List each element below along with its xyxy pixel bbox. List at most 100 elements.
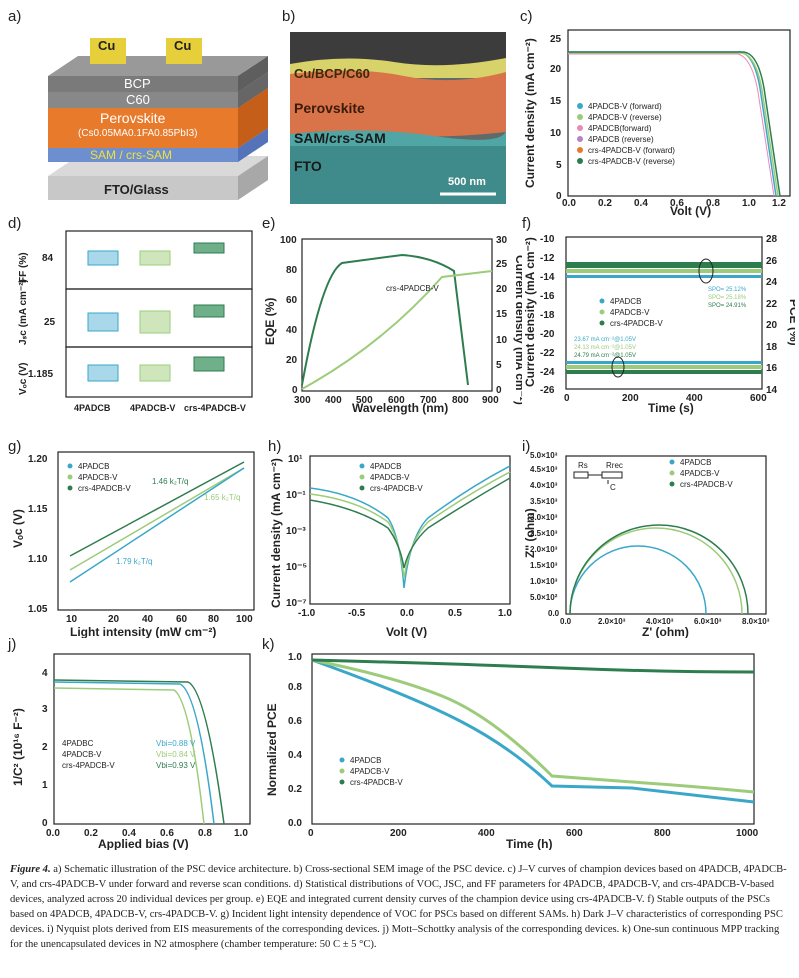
cu-label-1: Cu xyxy=(98,38,116,53)
svg-text:PCE (%): PCE (%) xyxy=(787,299,795,346)
svg-text:Z'' (ohm): Z'' (ohm) xyxy=(523,508,537,558)
sem-label-top: Cu/BCP/C60 xyxy=(294,66,370,81)
svg-text:SPO= 24.91%: SPO= 24.91% xyxy=(708,303,747,309)
svg-text:4PADCB-V: 4PADCB-V xyxy=(610,308,650,317)
device-schematic xyxy=(48,38,268,200)
svg-text:4PADCB (reverse): 4PADCB (reverse) xyxy=(588,135,654,144)
svg-text:20: 20 xyxy=(766,320,778,331)
svg-text:2.0×10³: 2.0×10³ xyxy=(598,617,626,626)
svg-text:15: 15 xyxy=(496,309,508,320)
sem-label-fto: FTO xyxy=(294,158,322,174)
caption-text: a) Schematic illustration of the PSC dev… xyxy=(10,864,787,950)
svg-text:-14: -14 xyxy=(540,272,555,283)
svg-text:-16: -16 xyxy=(540,291,555,302)
svg-text:Light intensity (mW cm⁻²): Light intensity (mW cm⁻²) xyxy=(70,625,216,638)
sam-label: SAM / crs-SAM xyxy=(90,148,173,162)
svg-text:Z' (ohm): Z' (ohm) xyxy=(642,625,689,638)
svg-text:-1.0: -1.0 xyxy=(298,608,316,619)
svg-text:24.79 mA cm⁻²@1.05V: 24.79 mA cm⁻²@1.05V xyxy=(574,353,636,359)
svg-text:0: 0 xyxy=(308,828,314,839)
svg-text:1/C² (10¹⁶ F⁻²): 1/C² (10¹⁶ F⁻²) xyxy=(11,708,25,786)
sem-image xyxy=(290,32,506,204)
svg-text:3: 3 xyxy=(42,704,48,715)
svg-text:800: 800 xyxy=(452,395,469,406)
svg-text:26: 26 xyxy=(766,256,778,267)
svg-text:25: 25 xyxy=(44,317,56,328)
svg-text:Vbi=0.93 V: Vbi=0.93 V xyxy=(156,761,196,770)
svg-text:10⁻¹: 10⁻¹ xyxy=(286,490,306,501)
svg-text:28: 28 xyxy=(766,234,778,245)
caption-title: Figure 4. xyxy=(10,864,51,875)
nyquist-chart: 4PADCB 4PADCB-V crs-4PADCB-V Rs Rrec C Z… xyxy=(523,451,770,639)
panel-h: h) 4PADCB 4PADCB-V crs-4PADCB-V Volt (V)… xyxy=(268,438,518,639)
svg-text:700: 700 xyxy=(420,395,437,406)
svg-text:20: 20 xyxy=(286,355,298,366)
svg-text:2.5×10³: 2.5×10³ xyxy=(530,529,558,538)
svg-text:60: 60 xyxy=(286,295,298,306)
svg-text:40: 40 xyxy=(286,325,298,336)
svg-text:6.0×10³: 6.0×10³ xyxy=(694,617,722,626)
svg-text:10⁻⁷: 10⁻⁷ xyxy=(286,598,307,609)
svg-text:4PADCB: 4PADCB xyxy=(610,297,641,306)
y-ticks: 0 5 10 15 20 25 xyxy=(550,34,562,202)
svg-text:0.6: 0.6 xyxy=(288,716,302,727)
sem-label-perovskite: Perovskite xyxy=(294,100,365,116)
svg-text:EQE (%): EQE (%) xyxy=(263,298,277,345)
bcp-label: BCP xyxy=(124,76,151,91)
svg-text:16: 16 xyxy=(766,363,778,374)
panel-c: c) Volt (V) Current density (mA cm⁻²) 0.… xyxy=(520,8,795,218)
svg-text:0.0: 0.0 xyxy=(548,609,560,618)
svg-text:0.0: 0.0 xyxy=(288,818,302,829)
svg-text:crs-4PADCB-V: crs-4PADCB-V xyxy=(350,778,403,787)
svg-text:0.0: 0.0 xyxy=(400,608,414,619)
svg-text:23.67 mA cm⁻²@1.05V: 23.67 mA cm⁻²@1.05V xyxy=(574,337,636,343)
panel-label: h) xyxy=(268,438,282,455)
svg-text:0: 0 xyxy=(556,191,562,202)
svg-text:1.2: 1.2 xyxy=(772,198,786,209)
svg-text:84: 84 xyxy=(42,253,54,264)
svg-text:600: 600 xyxy=(388,395,405,406)
svg-text:22: 22 xyxy=(766,299,778,310)
svg-text:SPO= 25.18%: SPO= 25.18% xyxy=(708,295,747,301)
svg-text:4PADCB: 4PADCB xyxy=(74,403,111,413)
svg-text:0.4: 0.4 xyxy=(122,828,136,839)
svg-text:0: 0 xyxy=(292,385,298,396)
svg-text:4PADCB-V: 4PADCB-V xyxy=(130,403,175,413)
scale-bar-label: 500 nm xyxy=(448,176,486,188)
svg-text:10: 10 xyxy=(66,614,78,625)
svg-text:Vbi=0.84 V: Vbi=0.84 V xyxy=(156,750,196,759)
panel-label: j) xyxy=(8,636,17,653)
svg-text:400: 400 xyxy=(686,393,703,404)
figure-caption: Figure 4. a) Schematic illustration of t… xyxy=(10,862,790,952)
svg-text:-26: -26 xyxy=(540,385,555,396)
jv-curves xyxy=(568,51,781,197)
svg-text:Current density (mA cm⁻²): Current density (mA cm⁻²) xyxy=(513,255,522,405)
svg-text:2: 2 xyxy=(42,742,48,753)
svg-text:1.46 k₂T/q: 1.46 k₂T/q xyxy=(152,477,188,486)
svg-text:25: 25 xyxy=(496,259,508,270)
panel-label: i) xyxy=(522,438,531,455)
panel-label: c) xyxy=(520,8,533,25)
panel-label: f) xyxy=(522,215,532,232)
svg-text:1.15: 1.15 xyxy=(28,504,48,515)
svg-text:0.6: 0.6 xyxy=(670,198,684,209)
svg-text:0.0: 0.0 xyxy=(46,828,60,839)
svg-text:crs-4PADCB-V: crs-4PADCB-V xyxy=(370,484,423,493)
svg-text:5: 5 xyxy=(496,360,502,371)
svg-text:40: 40 xyxy=(142,614,154,625)
svg-text:crs-4PADCB-V (reverse): crs-4PADCB-V (reverse) xyxy=(588,157,675,166)
panel-k: k) 4PADCB 4PADCB-V crs-4PADCB-V Time (h)… xyxy=(262,636,795,851)
svg-text:100: 100 xyxy=(280,235,297,246)
svg-text:2.0×10³: 2.0×10³ xyxy=(530,545,558,554)
svg-text:1000: 1000 xyxy=(736,828,759,839)
panel-a: a) Cu Cu BCP C60 Perovskite (Cs0.05MA0.1… xyxy=(8,8,278,208)
svg-text:Normalized PCE: Normalized PCE xyxy=(265,703,279,796)
svg-text:4PADCB: 4PADCB xyxy=(350,756,381,765)
panel-e: e) crs-4PADCB-V Wavelength (nm) EQE (%) … xyxy=(262,215,527,415)
svg-text:Current density (mA cm⁻²): Current density (mA cm⁻²) xyxy=(269,458,283,608)
svg-text:10: 10 xyxy=(550,128,562,139)
svg-text:Time (s): Time (s) xyxy=(648,401,694,415)
mott-schottky-chart: 4PADBC 4PADCB-V crs-4PADCB-V Vbi=0.88 V … xyxy=(11,653,251,851)
panel-d: d) 84 25 1.185 4PADCB 4PADCB-V crs-4PADC… xyxy=(8,215,258,415)
svg-text:5.0×10³: 5.0×10³ xyxy=(530,451,558,460)
